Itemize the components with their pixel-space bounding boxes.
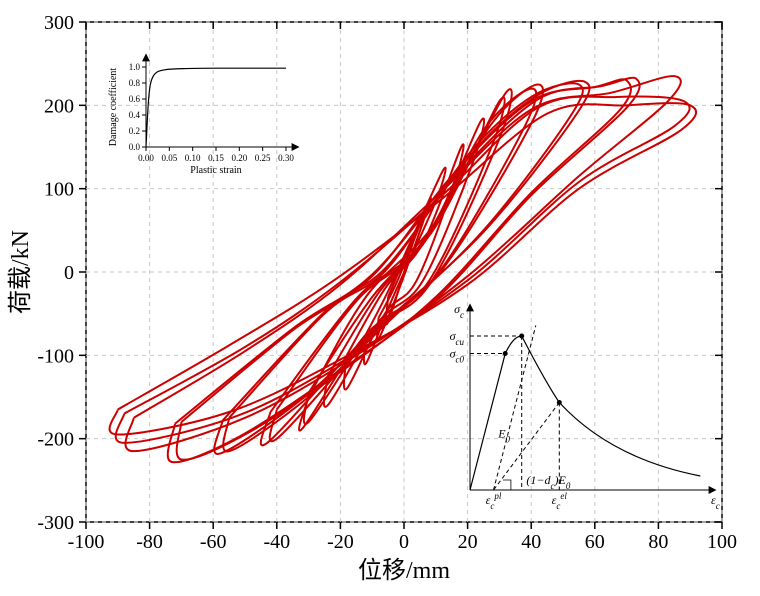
inset-y-label: Damage coefficient (108, 68, 119, 147)
x-tick-label: -20 (327, 531, 354, 553)
svg-text:0.25: 0.25 (255, 153, 271, 163)
svg-text:0.05: 0.05 (161, 153, 177, 163)
svg-text:0.4: 0.4 (129, 110, 141, 120)
x-tick-label: 40 (521, 531, 541, 553)
x-tick-label: -80 (136, 531, 163, 553)
svg-text:0.10: 0.10 (185, 153, 201, 163)
svg-text:0.0: 0.0 (129, 142, 141, 152)
y-tick-label: 0 (64, 262, 74, 284)
x-tick-label: -60 (200, 531, 227, 553)
svg-text:0.15: 0.15 (208, 153, 224, 163)
x-tick-label: 0 (399, 531, 409, 553)
x-tick-label: -40 (263, 531, 290, 553)
svg-text:1.0: 1.0 (129, 62, 141, 72)
y-tick-label: -200 (37, 429, 74, 451)
x-tick-label: 60 (585, 531, 605, 553)
x-tick-label: 80 (648, 531, 668, 553)
inset-x-label: Plastic strain (190, 165, 241, 176)
hysteresis-chart: -100-80-60-40-20020406080100 -300-200-10… (0, 0, 760, 596)
svg-text:0.2: 0.2 (129, 126, 140, 136)
svg-text:0.20: 0.20 (231, 153, 247, 163)
y-tick-label: -300 (37, 512, 74, 534)
y-tick-label: 200 (44, 95, 74, 117)
y-tick-label: 100 (44, 179, 74, 201)
x-tick-label: 20 (458, 531, 478, 553)
svg-text:0.00: 0.00 (138, 153, 154, 163)
y-axis-label: 荷载/kN (7, 230, 34, 314)
y-tick-label: -100 (37, 345, 74, 367)
y-tick-label: 300 (44, 12, 74, 34)
svg-text:0.8: 0.8 (129, 78, 141, 88)
x-axis-label: 位移/mm (358, 557, 450, 584)
x-tick-label: -100 (68, 531, 105, 553)
svg-text:0.30: 0.30 (278, 153, 294, 163)
svg-text:0.6: 0.6 (129, 94, 141, 104)
x-tick-label: 100 (707, 531, 737, 553)
